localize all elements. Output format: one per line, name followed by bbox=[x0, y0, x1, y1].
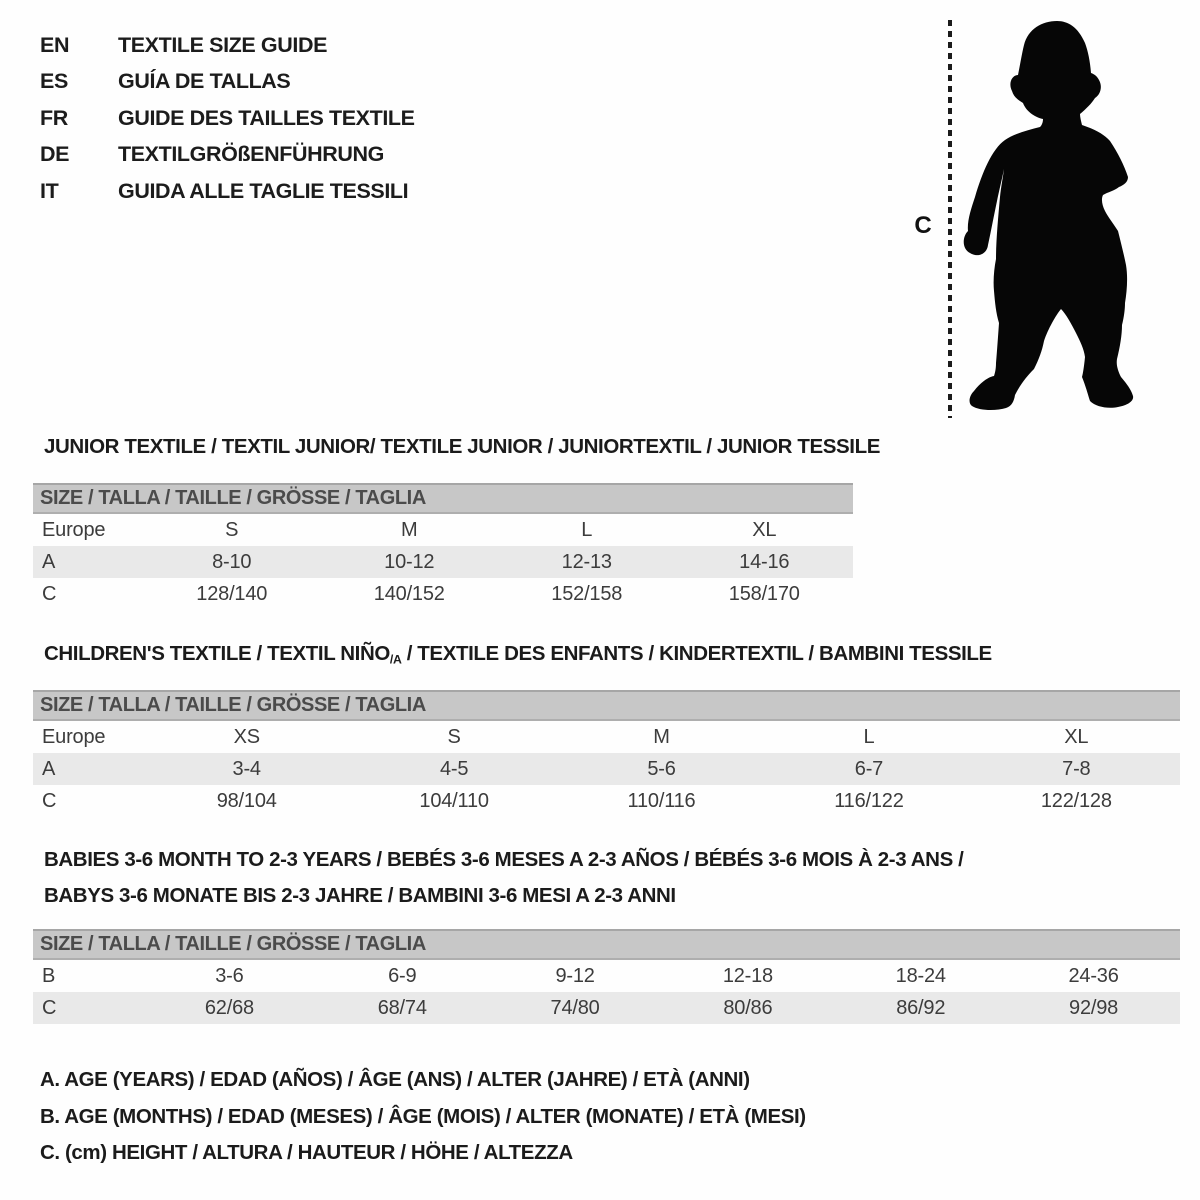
size-header-bar: SIZE / TALLA / TAILLE / GRÖSSE / TAGLIA bbox=[33, 483, 853, 514]
table-cell: 128/140 bbox=[196, 582, 268, 605]
table-cell: S bbox=[447, 725, 461, 748]
table-cell: 98/104 bbox=[216, 789, 277, 812]
table-row-europe: Europe XS S M L XL bbox=[33, 721, 1180, 753]
table-cell: 14-16 bbox=[739, 550, 790, 573]
babies-section-title-line2: BABYS 3-6 MONATE BIS 2-3 JAHRE / BAMBINI… bbox=[44, 884, 676, 907]
table-row-europe: Europe S M L XL bbox=[33, 514, 853, 546]
junior-size-table: SIZE / TALLA / TAILLE / GRÖSSE / TAGLIA … bbox=[33, 483, 853, 610]
size-header-bar: SIZE / TALLA / TAILLE / GRÖSSE / TAGLIA bbox=[33, 929, 1180, 960]
toddler-silhouette-icon bbox=[963, 21, 1134, 411]
table-row-age-years: A 3-4 4-5 5-6 6-7 7-8 bbox=[33, 753, 1180, 785]
row-label: A bbox=[42, 550, 56, 573]
lang-title: GUIDE DES TAILLES TEXTILE bbox=[118, 105, 415, 130]
lang-row-fr: FR GUIDE DES TAILLES TEXTILE bbox=[40, 100, 415, 137]
table-cell: S bbox=[225, 518, 239, 541]
children-section-title: CHILDREN'S TEXTILE / TEXTIL NIÑO/A / TEX… bbox=[44, 642, 992, 666]
children-title-prefix: CHILDREN'S TEXTILE / TEXTIL NIÑO bbox=[44, 642, 390, 665]
lang-code: DE bbox=[40, 142, 70, 167]
lang-row-es: ES GUÍA DE TALLAS bbox=[40, 64, 415, 101]
table-cell: 10-12 bbox=[384, 550, 435, 573]
table-cell: M bbox=[401, 518, 418, 541]
table-cell: 5-6 bbox=[647, 757, 676, 780]
table-cell: XL bbox=[752, 518, 777, 541]
size-header-bar: SIZE / TALLA / TAILLE / GRÖSSE / TAGLIA bbox=[33, 690, 1180, 721]
children-title-suffix: / TEXTILE DES ENFANTS / KINDERTEXTIL / B… bbox=[401, 642, 993, 665]
babies-section-title-line1: BABIES 3-6 MONTH TO 2-3 YEARS / BEBÉS 3-… bbox=[44, 848, 964, 871]
legend-line-c: C. (cm) HEIGHT / ALTURA / HAUTEUR / HÖHE… bbox=[40, 1141, 573, 1165]
table-row-height: C 128/140 140/152 152/158 158/170 bbox=[33, 578, 853, 610]
table-cell: 18-24 bbox=[895, 964, 946, 987]
table-cell: 152/158 bbox=[551, 582, 623, 605]
babies-size-table: SIZE / TALLA / TAILLE / GRÖSSE / TAGLIA … bbox=[33, 929, 1180, 1024]
table-cell: 3-6 bbox=[215, 964, 244, 987]
row-label: Europe bbox=[42, 725, 106, 748]
lang-code: ES bbox=[40, 69, 68, 94]
table-cell: M bbox=[653, 725, 670, 748]
lang-row-de: DE TEXTILGRÖßENFÜHRUNG bbox=[40, 137, 415, 174]
table-cell: 3-4 bbox=[232, 757, 262, 780]
language-title-block: EN TEXTILE SIZE GUIDE ES GUÍA DE TALLAS … bbox=[40, 27, 415, 210]
table-cell: 116/122 bbox=[834, 789, 904, 812]
table-cell: 110/116 bbox=[627, 789, 696, 812]
row-label: Europe bbox=[42, 518, 106, 541]
lang-code: FR bbox=[40, 105, 68, 130]
table-cell: 62/68 bbox=[204, 996, 254, 1019]
row-label: C bbox=[42, 789, 57, 812]
row-label: C bbox=[42, 582, 57, 605]
table-cell: 140/152 bbox=[373, 582, 445, 605]
table-cell: 80/86 bbox=[723, 996, 773, 1019]
junior-section-title: JUNIOR TEXTILE / TEXTIL JUNIOR/ TEXTILE … bbox=[44, 435, 880, 458]
lang-title: TEXTILGRÖßENFÜHRUNG bbox=[118, 142, 384, 167]
table-cell: L bbox=[581, 518, 593, 541]
lang-title: GUIDA ALLE TAGLIE TESSILI bbox=[118, 178, 409, 203]
table-cell: 7-8 bbox=[1062, 757, 1091, 780]
table-cell: 74/80 bbox=[550, 996, 600, 1019]
children-size-table: SIZE / TALLA / TAILLE / GRÖSSE / TAGLIA … bbox=[33, 690, 1180, 817]
legend: A. AGE (YEARS) / EDAD (AÑOS) / ÂGE (ANS)… bbox=[40, 1062, 806, 1172]
children-title-sub: /A bbox=[389, 652, 402, 667]
table-cell: 86/92 bbox=[896, 996, 946, 1019]
row-label: A bbox=[42, 757, 56, 780]
table-cell: 122/128 bbox=[1040, 789, 1112, 812]
table-cell: 12-18 bbox=[722, 964, 773, 987]
table-cell: XS bbox=[233, 725, 260, 748]
table-row-age-years: A 8-10 10-12 12-13 14-16 bbox=[33, 546, 853, 578]
lang-code: IT bbox=[40, 178, 59, 203]
lang-title: GUÍA DE TALLAS bbox=[118, 69, 291, 94]
lang-row-en: EN TEXTILE SIZE GUIDE bbox=[40, 27, 415, 64]
table-cell: 92/98 bbox=[1069, 996, 1119, 1019]
table-cell: L bbox=[863, 725, 875, 748]
table-cell: 4-5 bbox=[439, 757, 469, 780]
table-cell: 24-36 bbox=[1068, 964, 1119, 987]
height-measure-line bbox=[948, 20, 952, 418]
table-cell: 12-13 bbox=[561, 550, 612, 573]
table-cell: 6-7 bbox=[854, 757, 884, 780]
table-cell: 104/110 bbox=[419, 789, 489, 812]
table-row-height: C 98/104 104/110 110/116 116/122 122/128 bbox=[33, 785, 1180, 817]
row-label: C bbox=[42, 996, 57, 1019]
table-cell: 158/170 bbox=[728, 582, 800, 605]
table-row-height: C 62/68 68/74 74/80 80/86 86/92 92/98 bbox=[33, 992, 1180, 1024]
height-measure-label: C bbox=[914, 212, 932, 239]
table-row-age-months: B 3-6 6-9 9-12 12-18 18-24 24-36 bbox=[33, 960, 1180, 992]
row-label: B bbox=[42, 964, 56, 987]
table-cell: 6-9 bbox=[388, 964, 417, 987]
lang-title: TEXTILE SIZE GUIDE bbox=[118, 32, 328, 57]
table-cell: XL bbox=[1064, 725, 1089, 748]
table-cell: 68/74 bbox=[377, 996, 427, 1019]
lang-row-it: IT GUIDA ALLE TAGLIE TESSILI bbox=[40, 173, 415, 210]
lang-code: EN bbox=[40, 32, 70, 57]
table-cell: 8-10 bbox=[212, 550, 252, 573]
legend-line-a: A. AGE (YEARS) / EDAD (AÑOS) / ÂGE (ANS)… bbox=[40, 1068, 750, 1092]
legend-line-b: B. AGE (MONTHS) / EDAD (MESES) / ÂGE (MO… bbox=[40, 1104, 806, 1128]
table-cell: 9-12 bbox=[555, 964, 595, 987]
